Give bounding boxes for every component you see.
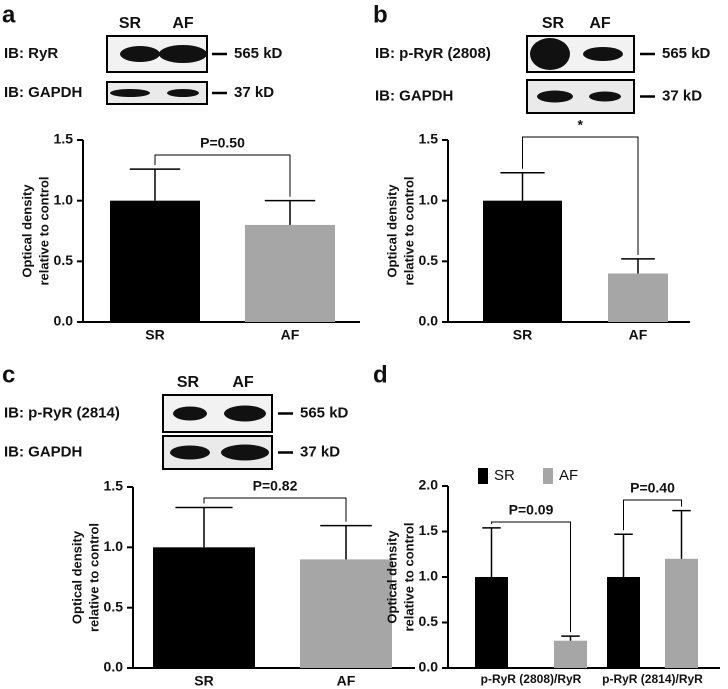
blot-label: IB: p-RyR (2814) bbox=[4, 404, 120, 421]
blot-band bbox=[167, 89, 199, 97]
panel-letter: b bbox=[373, 1, 388, 28]
y-axis-label: Optical density bbox=[19, 184, 34, 278]
panel-letter: a bbox=[2, 1, 16, 28]
lane-label: AF bbox=[172, 15, 194, 32]
blot-label: IB: GAPDH bbox=[375, 87, 453, 104]
y-tick-label: 0.5 bbox=[54, 252, 74, 268]
lane-label: SR bbox=[119, 15, 142, 32]
annotation: P=0.40 bbox=[630, 480, 675, 496]
y-tick-label: 1.0 bbox=[419, 191, 439, 207]
bar bbox=[245, 224, 335, 322]
y-tick-label: 0.5 bbox=[104, 598, 124, 614]
bar bbox=[475, 577, 508, 668]
y-tick-label: 0.0 bbox=[419, 659, 439, 675]
x-tick-label: SR bbox=[513, 327, 532, 343]
significance-bracket bbox=[203, 497, 347, 522]
y-axis-label: relative to control bbox=[86, 523, 101, 632]
marker-label: 37 kD bbox=[662, 87, 702, 104]
legend-swatch bbox=[543, 468, 553, 484]
y-tick-label: 0.0 bbox=[54, 313, 74, 329]
annotation: P=0.50 bbox=[200, 135, 245, 151]
blot-band bbox=[530, 38, 570, 70]
bar bbox=[607, 577, 640, 668]
blot-band bbox=[170, 445, 210, 460]
blot-box bbox=[162, 435, 273, 470]
significance-bracket bbox=[522, 136, 639, 255]
blot-band bbox=[583, 47, 623, 61]
bar bbox=[665, 558, 698, 668]
y-axis-label: relative to control bbox=[401, 522, 416, 631]
lane-label: SR bbox=[542, 15, 565, 32]
panel-letter: d bbox=[373, 361, 388, 388]
bar bbox=[300, 559, 392, 668]
y-tick-label: 1.5 bbox=[419, 522, 439, 538]
bar bbox=[153, 547, 255, 668]
legend-swatch bbox=[478, 468, 488, 484]
y-tick-label: 1.5 bbox=[104, 478, 124, 494]
y-axis-label: relative to control bbox=[401, 176, 416, 285]
blot-band bbox=[537, 90, 573, 103]
y-tick-label: 1.0 bbox=[419, 568, 439, 584]
blot-band bbox=[224, 405, 266, 422]
annotation: P=0.82 bbox=[253, 478, 298, 494]
x-tick-label: AF bbox=[281, 327, 300, 343]
blot-band bbox=[120, 46, 160, 62]
bar bbox=[554, 640, 587, 668]
marker-label: 565 kD bbox=[234, 45, 283, 62]
blot-label: IB: GAPDH bbox=[4, 84, 82, 101]
blot-band bbox=[173, 406, 207, 421]
y-tick-label: 1.5 bbox=[419, 131, 439, 147]
y-tick-label: 0.0 bbox=[419, 313, 439, 329]
marker-label: 565 kD bbox=[662, 45, 711, 62]
x-tick-label: SR bbox=[194, 673, 213, 689]
blot-label: IB: RyR bbox=[4, 45, 58, 62]
marker-label: 37 kD bbox=[234, 84, 274, 101]
x-tick-label: p-RyR (2814)/RyR bbox=[602, 672, 703, 686]
y-axis-label: Optical density bbox=[384, 530, 399, 624]
marker-label: 565 kD bbox=[300, 404, 349, 421]
y-tick-label: 0.0 bbox=[104, 659, 124, 675]
y-axis-label: Optical density bbox=[384, 184, 399, 278]
y-tick-label: 0.5 bbox=[419, 613, 439, 629]
y-axis-label: Optical density bbox=[69, 530, 84, 624]
significance-bracket bbox=[623, 499, 682, 531]
bar bbox=[483, 200, 562, 322]
x-tick-label: AF bbox=[629, 327, 648, 343]
y-tick-label: 1.0 bbox=[54, 191, 74, 207]
lane-label: SR bbox=[177, 374, 200, 391]
x-tick-label: AF bbox=[337, 673, 356, 689]
y-tick-label: 2.0 bbox=[419, 477, 439, 493]
y-axis-label: relative to control bbox=[36, 176, 51, 285]
bar bbox=[110, 200, 200, 322]
legend-label: SR bbox=[494, 467, 515, 484]
y-tick-label: 0.5 bbox=[419, 252, 439, 268]
blot-band bbox=[110, 89, 150, 97]
lane-label: AF bbox=[589, 15, 611, 32]
y-tick-label: 1.0 bbox=[104, 538, 124, 554]
blot-label: IB: p-RyR (2808) bbox=[375, 45, 491, 62]
blot-label: IB: GAPDH bbox=[4, 443, 82, 460]
lane-label: AF bbox=[232, 374, 254, 391]
blot-band bbox=[159, 45, 207, 63]
blot-band bbox=[589, 91, 621, 102]
annotation: P=0.09 bbox=[509, 502, 554, 518]
panel-letter: c bbox=[2, 361, 15, 388]
marker-label: 37 kD bbox=[300, 443, 340, 460]
x-tick-label: SR bbox=[145, 327, 164, 343]
significance-bracket bbox=[491, 521, 571, 633]
blot-band bbox=[221, 444, 269, 461]
bar bbox=[608, 273, 668, 322]
x-tick-label: p-RyR (2808)/RyR bbox=[481, 672, 582, 686]
blot-box bbox=[106, 81, 208, 105]
y-tick-label: 1.5 bbox=[54, 131, 74, 147]
annotation: * bbox=[578, 117, 584, 133]
significance-bracket bbox=[154, 154, 291, 197]
legend-label: AF bbox=[559, 467, 578, 484]
